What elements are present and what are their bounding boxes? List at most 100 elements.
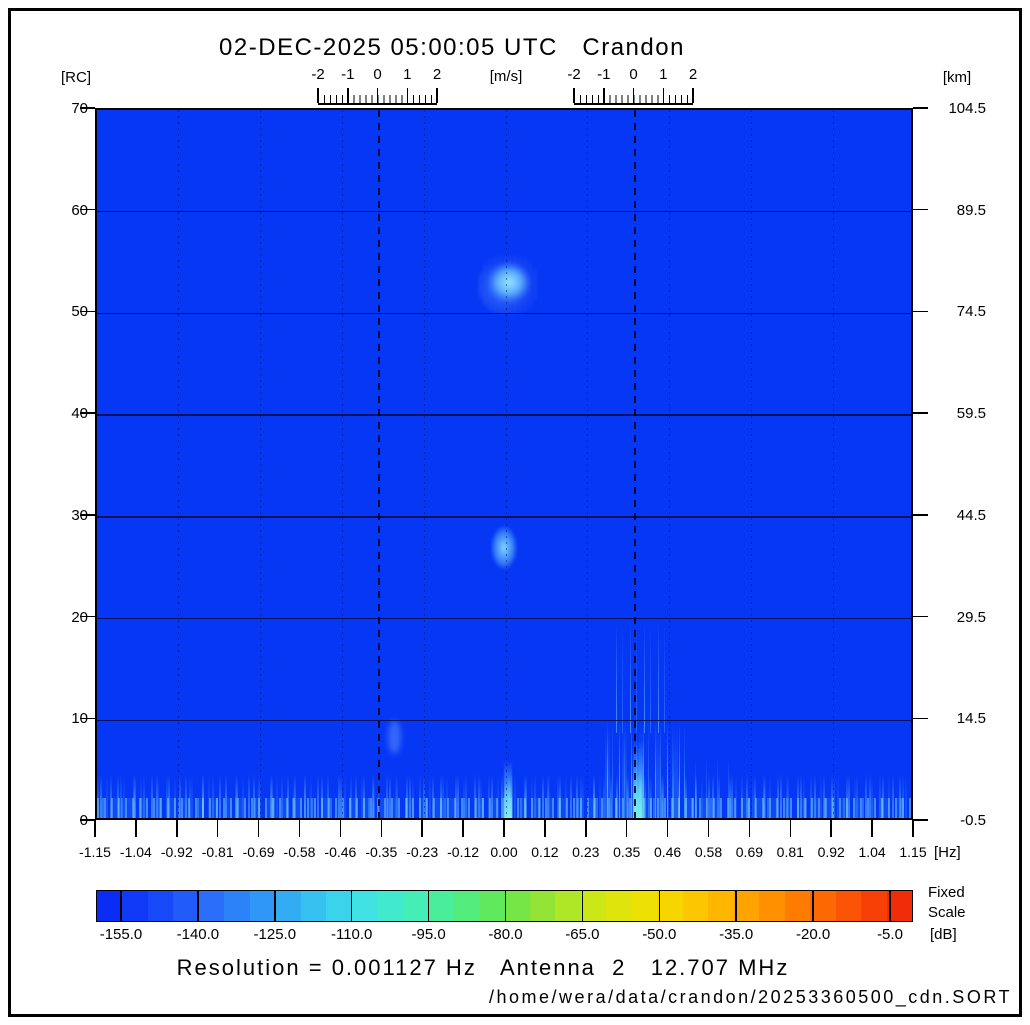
colorbar-tick bbox=[197, 890, 199, 922]
colorbar-block bbox=[224, 891, 250, 921]
left-axis-tick bbox=[80, 615, 95, 618]
velocity-ruler-major-tick bbox=[376, 88, 379, 103]
colorbar-block bbox=[326, 891, 352, 921]
bottom-axis-tick-label: 0.35 bbox=[613, 844, 641, 860]
bottom-axis-tick bbox=[830, 820, 832, 837]
bottom-axis-tick-label: 0.00 bbox=[490, 844, 518, 860]
bottom-axis-tick-label: 0.58 bbox=[694, 844, 723, 860]
bottom-axis-tick bbox=[421, 820, 423, 837]
bottom-axis-tick bbox=[585, 820, 587, 837]
colorbar-tick-label: -155.0 bbox=[99, 926, 143, 943]
bottom-axis-tick bbox=[707, 820, 710, 837]
bottom-axis-tick-label: 0.23 bbox=[572, 844, 600, 860]
bottom-axis-tick bbox=[912, 820, 914, 837]
velocity-ruler-major-tick bbox=[632, 88, 635, 103]
colorbar-block bbox=[147, 891, 174, 921]
left-axis-tick-label: 0 bbox=[79, 812, 88, 829]
bottom-axis-tick bbox=[748, 820, 751, 837]
colorbar-block bbox=[784, 891, 811, 921]
colorbar-tick-label: -50.0 bbox=[642, 926, 677, 943]
bottom-axis-tick-label: 0.46 bbox=[653, 844, 682, 860]
colorbar-tick-label: -80.0 bbox=[488, 926, 523, 943]
left-axis-tick bbox=[80, 310, 95, 313]
left-axis-tick-label: 50 bbox=[71, 303, 88, 321]
colorbar-block bbox=[122, 891, 148, 921]
bottom-axis-unit-label: [Hz] bbox=[934, 844, 961, 861]
left-axis-tick bbox=[80, 819, 95, 821]
colorbar-block bbox=[351, 891, 378, 921]
velocity-ruler-major-tick bbox=[692, 88, 694, 103]
velocity-ruler-major-tick bbox=[406, 88, 408, 103]
colorbar-block bbox=[275, 891, 301, 921]
colorbar-block bbox=[504, 891, 530, 921]
colorbar-block bbox=[529, 891, 556, 921]
gridline-vertical-dotted bbox=[178, 110, 180, 818]
colorbar-block bbox=[810, 891, 836, 921]
gridline-vertical-dotted bbox=[423, 110, 425, 818]
gridline-vertical-dotted bbox=[341, 110, 343, 818]
colorbar-tick-label: -35.0 bbox=[719, 926, 754, 943]
colorbar-block bbox=[682, 891, 709, 921]
right-axis-tick bbox=[913, 107, 928, 109]
left-axis-tick bbox=[80, 107, 95, 109]
bottom-axis-tick bbox=[462, 820, 464, 837]
colorbar-block bbox=[759, 891, 785, 921]
colorbar-tick-label: -20.0 bbox=[795, 926, 831, 943]
gridline-vertical-dotted bbox=[587, 110, 589, 818]
colorbar-block bbox=[377, 891, 403, 921]
velocity-tick-label: 0 bbox=[373, 66, 382, 83]
bottom-axis-tick-label: -0.58 bbox=[283, 844, 316, 860]
right-axis-tick bbox=[913, 819, 928, 821]
gridline-horizontal bbox=[97, 210, 911, 213]
colorbar-tick bbox=[427, 890, 430, 922]
spectrum-plot-area bbox=[95, 108, 913, 820]
gridline-vertical-dotted bbox=[750, 110, 752, 818]
bottom-axis-tick-label: 1.04 bbox=[858, 844, 886, 860]
bottom-axis-tick-label: -0.69 bbox=[242, 844, 275, 860]
velocity-tick-label: 2 bbox=[432, 66, 442, 83]
velocity-ruler-major-tick bbox=[347, 88, 349, 103]
left-axis-tick bbox=[80, 412, 95, 414]
bottom-axis-tick-label: 0.69 bbox=[735, 844, 764, 860]
bottom-axis-tick bbox=[135, 820, 137, 837]
right-axis-tick-label: 14.5 bbox=[956, 710, 986, 728]
right-axis-tick bbox=[913, 717, 928, 720]
bottom-axis-tick-label: -0.12 bbox=[447, 844, 480, 860]
colorbar-block bbox=[861, 891, 887, 921]
velocity-tick-label: 0 bbox=[629, 66, 638, 83]
gridline-vertical-dotted bbox=[260, 110, 262, 818]
faint-echo-smudge bbox=[388, 720, 401, 754]
colorbar-tick bbox=[658, 890, 661, 922]
velocity-ruler-major-tick bbox=[436, 88, 438, 103]
velocity-ruler-major-tick bbox=[317, 88, 319, 103]
gridline-vertical-dotted bbox=[832, 110, 834, 818]
colorbar-tick bbox=[504, 890, 507, 922]
gridline-horizontal bbox=[97, 414, 911, 416]
velocity-tick-label: 2 bbox=[688, 66, 698, 83]
velocity-tick-label: -1 bbox=[597, 66, 611, 83]
bottom-axis-tick bbox=[298, 820, 301, 837]
gridline-horizontal bbox=[97, 617, 911, 620]
bottom-axis-tick bbox=[176, 820, 178, 837]
colorbar-block bbox=[708, 891, 734, 921]
bragg-line-dashed bbox=[378, 110, 380, 818]
gridline-vertical-dotted bbox=[669, 110, 671, 818]
left-axis-tick-label: 10 bbox=[71, 710, 88, 728]
colorbar-block bbox=[300, 891, 327, 921]
gridline-horizontal bbox=[97, 312, 911, 315]
gridline-vertical-dotted bbox=[505, 110, 507, 818]
velocity-ruler-major-tick bbox=[603, 88, 605, 103]
colorbar-tick bbox=[120, 890, 122, 922]
colorbar-tick bbox=[581, 890, 584, 922]
right-axis-tick bbox=[913, 615, 928, 618]
bottom-axis-tick bbox=[94, 820, 96, 837]
velocity-tick-label: -2 bbox=[567, 66, 581, 83]
bottom-axis-tick bbox=[789, 820, 792, 837]
scale-mode-line2: Scale bbox=[928, 904, 966, 921]
bottom-axis-tick-label: -0.46 bbox=[324, 844, 357, 860]
colorbar-block bbox=[198, 891, 225, 921]
colorbar-block bbox=[249, 891, 276, 921]
colorbar-block bbox=[631, 891, 658, 921]
bottom-axis-tick bbox=[339, 820, 342, 837]
right-axis-tick bbox=[913, 514, 928, 516]
